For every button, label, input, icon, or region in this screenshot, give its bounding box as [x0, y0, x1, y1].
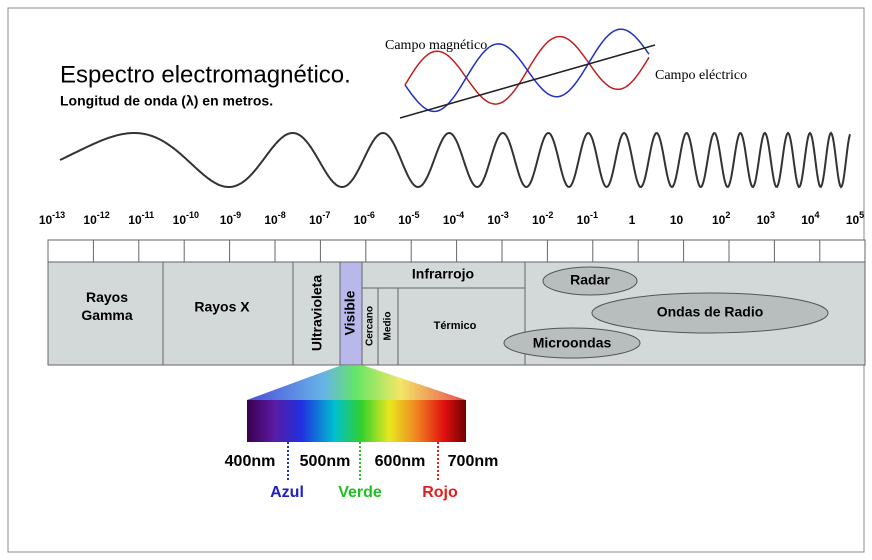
scale-exp: -4 [456, 210, 464, 220]
scale-base: 10 [487, 213, 501, 227]
region-label: Térmico [434, 320, 477, 332]
scale-label: 10 [670, 213, 684, 227]
scale-base: 10 [398, 213, 412, 227]
scale-label: 10-1 [577, 210, 598, 227]
scale-exp: -13 [52, 210, 65, 220]
scale-label: 10-9 [220, 210, 241, 227]
scale-base: 10 [532, 213, 546, 227]
scale-base: 1 [629, 213, 636, 227]
scale-exp: 2 [725, 210, 730, 220]
region-label: Radar [570, 272, 610, 288]
region-label: Rayos X [194, 299, 250, 315]
region-label: Microondas [533, 335, 612, 351]
scale-exp: -9 [233, 210, 241, 220]
scale-exp: -8 [278, 210, 286, 220]
scale-label: 104 [801, 210, 819, 227]
region-label: Visible [342, 290, 358, 335]
axis [400, 45, 655, 118]
title: Espectro electromagnético. [60, 61, 351, 88]
scale-label: 10-8 [264, 210, 285, 227]
color-label: Verde [338, 484, 382, 501]
scale-exp: -10 [186, 210, 199, 220]
scale-label: 10-10 [173, 210, 199, 227]
scale-base: 10 [712, 213, 726, 227]
wavelength-wave [60, 133, 850, 187]
scale-label: 103 [757, 210, 775, 227]
scale-exp: -7 [322, 210, 330, 220]
scale-label: 10-2 [532, 210, 553, 227]
scale-base: 10 [39, 213, 53, 227]
scale-label: 105 [846, 210, 864, 227]
scale-base: 10 [173, 213, 187, 227]
scale-base: 10 [577, 213, 591, 227]
nm-label: 400nm [225, 453, 276, 470]
region-label: Medio [383, 312, 394, 341]
scale-label: 10-3 [487, 210, 508, 227]
scale-base: 10 [264, 213, 278, 227]
region-label: Ondas de Radio [657, 304, 764, 320]
scale-exp: -5 [412, 210, 420, 220]
scale-label: 10-12 [83, 210, 109, 227]
scale-label: 10-6 [354, 210, 375, 227]
scale-label: 10-5 [398, 210, 419, 227]
scale-exp: 4 [815, 210, 820, 220]
scale-exp: 5 [859, 210, 864, 220]
scale-exp: -12 [97, 210, 110, 220]
region-label: Cercano [365, 306, 376, 346]
wave-label: Campo eléctrico [655, 68, 747, 83]
nm-label: 700nm [448, 453, 499, 470]
scale-base: 10 [801, 213, 815, 227]
scale-exp: -2 [545, 210, 553, 220]
scale-base: 10 [220, 213, 234, 227]
scale-base: 10 [757, 213, 771, 227]
rainbow [247, 400, 466, 442]
scale-exp: -1 [590, 210, 598, 220]
scale-base: 10 [670, 213, 684, 227]
scale-exp: -6 [367, 210, 375, 220]
scale-label: 10-11 [128, 210, 154, 227]
scale-label: 10-4 [443, 210, 464, 227]
scale-base: 10 [443, 213, 457, 227]
color-label: Azul [270, 484, 304, 501]
scale-base: 10 [128, 213, 142, 227]
color-label: Rojo [422, 484, 458, 501]
scale-label: 10-7 [309, 210, 330, 227]
region-label: Infrarrojo [412, 266, 474, 282]
scale-base: 10 [846, 213, 860, 227]
scale-base: 10 [83, 213, 97, 227]
scale-exp: -3 [501, 210, 509, 220]
subtitle: Longitud de onda (λ) en metros. [60, 93, 273, 109]
scale-exp: 3 [770, 210, 775, 220]
scale-exp: -11 [142, 210, 155, 220]
spread [247, 365, 466, 400]
region-label: Ultravioleta [309, 275, 325, 351]
scale-base: 10 [309, 213, 323, 227]
nm-label: 600nm [375, 453, 426, 470]
scale-base: 10 [354, 213, 368, 227]
scale-label: 102 [712, 210, 730, 227]
diagram: Espectro electromagnético. Longitud de o… [0, 0, 872, 560]
scale-label: 10-13 [39, 210, 65, 227]
nm-label: 500nm [300, 453, 351, 470]
scale-label: 1 [629, 213, 636, 227]
